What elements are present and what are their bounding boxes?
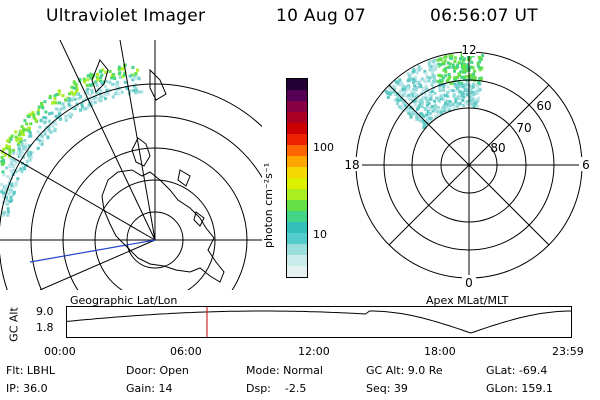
header-date: 10 Aug 07 <box>276 6 366 26</box>
mode-info: Mode: Normal <box>246 364 323 377</box>
aurora-band-left <box>0 63 144 218</box>
left-map-caption: Geographic Lat/Lon <box>70 294 178 307</box>
altitude-plot <box>66 306 572 338</box>
gc-alt-axis-title: GC Alt <box>7 307 21 342</box>
header-time: 06:56:07 UT <box>430 6 538 26</box>
glat-info: GLat: -69.4 <box>486 364 548 377</box>
mlat-label-80: 80 <box>490 141 505 155</box>
mlt-label-12: 12 <box>461 43 476 57</box>
mlat-label-60: 60 <box>536 99 551 113</box>
seq-info: Seq: 39 <box>366 382 408 395</box>
altitude-curve <box>66 310 572 334</box>
mlt-label-0: 0 <box>465 276 473 290</box>
colorbar <box>286 78 308 278</box>
mlt-lines <box>356 52 582 278</box>
time-tick-0000: 00:00 <box>44 345 76 358</box>
altitude-plot-frame <box>66 306 572 338</box>
right-map-caption: Apex MLat/MLT <box>426 294 509 307</box>
geographic-map <box>0 40 262 290</box>
colorbar-units-label: photon cm⁻²s⁻¹ <box>262 162 275 248</box>
glon-info: GLon: 159.1 <box>486 382 553 395</box>
time-tick-1800: 18:00 <box>424 345 456 358</box>
instrument-title: Ultraviolet Imager <box>46 6 206 26</box>
mlat-label-70: 70 <box>516 121 531 135</box>
gc-alt-info: GC Alt: 9.0 Re <box>366 364 443 377</box>
sun-direction-line <box>29 239 156 263</box>
time-tick-1200: 12:00 <box>298 345 330 358</box>
filter-info: Flt: LBHL <box>6 364 55 377</box>
time-tick-2359: 23:59 <box>552 345 584 358</box>
gc-alt-tick-9: 9.0 <box>36 305 54 318</box>
colorbar-tick-10: 10 <box>313 228 327 241</box>
time-tick-0600: 06:00 <box>170 345 202 358</box>
gain-info: Gain: 14 <box>126 382 173 395</box>
ip-info: IP: 36.0 <box>6 382 48 395</box>
mlt-label-18: 18 <box>344 158 359 172</box>
magnetic-map: 12 0 18 6 60 70 80 <box>340 43 593 290</box>
door-info: Door: Open <box>126 364 189 377</box>
longitude-lines <box>0 40 262 290</box>
colorbar-tick-100: 100 <box>313 141 334 154</box>
coastlines <box>91 59 225 283</box>
gc-alt-tick-1-8: 1.8 <box>36 321 54 334</box>
dsp-info: Dsp: -2.5 <box>246 382 307 395</box>
mlt-label-6: 6 <box>582 158 590 172</box>
